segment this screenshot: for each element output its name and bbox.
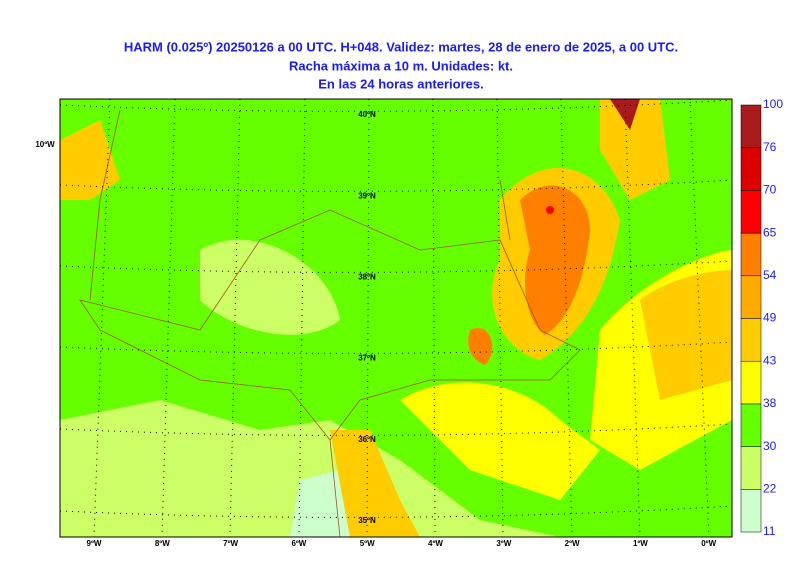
legend-label: 54 <box>763 268 777 282</box>
field <box>468 328 493 365</box>
map <box>60 99 732 537</box>
map-frame <box>59 98 733 538</box>
field <box>200 239 340 335</box>
lon-label: 0ºW <box>701 539 716 548</box>
lon-label: 2ºW <box>565 539 580 548</box>
legend-swatch <box>740 275 762 319</box>
lon-label: 8ºW <box>155 539 170 548</box>
legend-label: 43 <box>763 353 777 367</box>
lon-label: 9ºW <box>87 539 102 548</box>
lat-label: 35ºN <box>358 516 376 525</box>
lon-label: 3ºW <box>496 539 511 548</box>
lat-label: 40ºN <box>358 110 376 119</box>
lon-label: 4ºW <box>428 539 443 548</box>
field <box>60 120 120 200</box>
legend-label: 76 <box>763 140 777 154</box>
legend-label: 70 <box>763 183 777 197</box>
lon-label: 1ºW <box>633 539 648 548</box>
title-line: En las 24 horas anteriores. <box>318 76 483 91</box>
field <box>600 99 670 200</box>
field <box>640 270 732 400</box>
border <box>89 109 511 537</box>
lat-label: 39ºN <box>358 191 376 200</box>
legend-swatch <box>740 232 762 277</box>
field <box>60 400 560 537</box>
legend-swatch <box>740 318 762 362</box>
legend-label: 49 <box>763 311 777 325</box>
field <box>546 206 554 214</box>
legend-label: 22 <box>763 481 777 495</box>
field <box>610 99 640 130</box>
legend-swatch <box>740 147 762 191</box>
legend-swatch <box>740 403 762 447</box>
field <box>330 430 420 537</box>
legend-label: 65 <box>763 225 777 239</box>
coastline <box>79 209 581 441</box>
lon-label: 5ºW <box>360 539 375 548</box>
lon-label: 10ºW <box>35 140 55 149</box>
lon-label: 7ºW <box>223 539 238 548</box>
legend-swatch <box>740 190 762 234</box>
legend-swatch <box>740 446 762 490</box>
title-line: HARM (0.025º) 20250126 a 00 UTC. H+048. … <box>124 39 678 54</box>
title-line: Racha máxima a 10 m. Unidades: kt. <box>289 58 513 73</box>
legend-label: 38 <box>763 396 777 410</box>
legend-label: 30 <box>763 439 777 453</box>
lat-label: 37ºN <box>358 354 376 363</box>
legend-swatch <box>740 104 762 148</box>
legend-swatch <box>740 360 762 405</box>
field <box>400 382 600 500</box>
field <box>520 185 590 335</box>
lat-label: 38ºN <box>358 273 376 282</box>
legend-label: 100 <box>763 97 783 111</box>
lon-label: 6ºW <box>291 539 306 548</box>
legend-label: 11 <box>763 524 776 538</box>
legend-swatch <box>740 489 762 533</box>
lat-label: 36ºN <box>358 435 376 444</box>
